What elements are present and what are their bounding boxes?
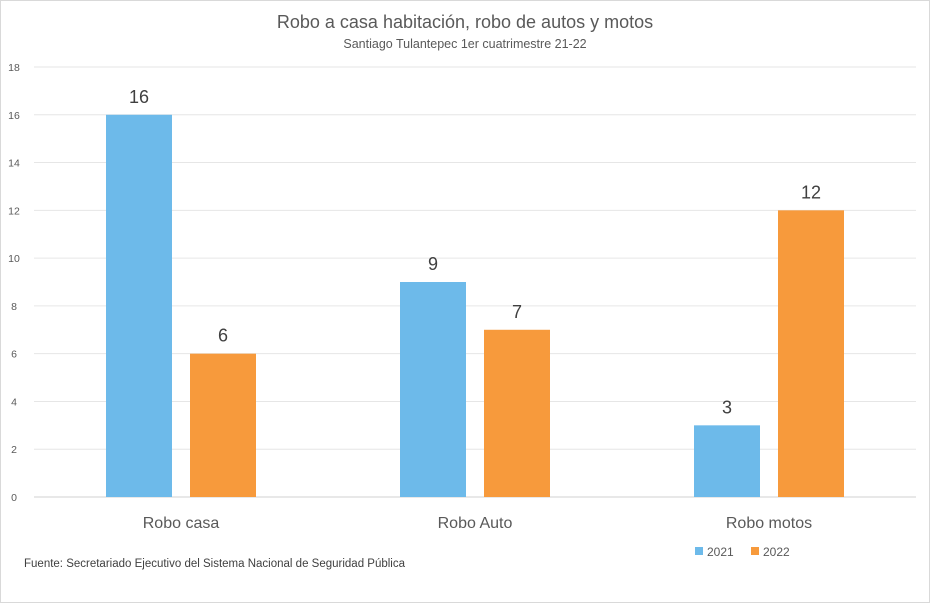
data-label: 12 bbox=[801, 182, 821, 202]
y-tick-label: 14 bbox=[8, 158, 20, 170]
bars bbox=[106, 114, 844, 498]
x-tick-label: Robo casa bbox=[143, 515, 220, 532]
bar-2022 bbox=[190, 353, 256, 497]
y-tick-label: 0 bbox=[11, 492, 17, 504]
bar-2022 bbox=[778, 210, 844, 498]
y-tick-label: 8 bbox=[11, 301, 17, 313]
y-axis-ticks: 0 2 4 6 8 10 12 14 16 18 bbox=[8, 62, 20, 504]
data-label: 3 bbox=[722, 397, 732, 417]
chart-subtitle: Santiago Tulantepec 1er cuatrimestre 21-… bbox=[343, 37, 586, 51]
y-tick-label: 16 bbox=[8, 110, 20, 122]
data-label: 16 bbox=[129, 87, 149, 107]
bar-2021 bbox=[694, 425, 760, 497]
y-tick-label: 10 bbox=[8, 253, 20, 265]
y-tick-label: 2 bbox=[11, 444, 17, 456]
x-tick-label: Robo Auto bbox=[438, 515, 513, 532]
data-label: 9 bbox=[428, 254, 438, 274]
legend-swatch-2022 bbox=[751, 547, 759, 555]
y-tick-label: 4 bbox=[11, 396, 17, 408]
bar-2022 bbox=[484, 329, 550, 497]
bar-2021 bbox=[400, 282, 466, 497]
y-tick-label: 6 bbox=[11, 349, 17, 361]
source-note: Fuente: Secretariado Ejecutivo del Siste… bbox=[24, 558, 406, 570]
legend-label: 2022 bbox=[763, 545, 790, 559]
data-label: 7 bbox=[512, 302, 522, 322]
data-label: 6 bbox=[218, 326, 228, 346]
chart-title: Robo a casa habitación, robo de autos y … bbox=[277, 12, 653, 32]
x-axis-ticks: Robo casa Robo Auto Robo motos bbox=[143, 515, 812, 532]
gridlines bbox=[34, 66, 916, 498]
y-tick-label: 18 bbox=[8, 62, 20, 74]
legend: 2021 2022 bbox=[695, 545, 790, 559]
legend-swatch-2021 bbox=[695, 547, 703, 555]
legend-label: 2021 bbox=[707, 545, 734, 559]
data-labels: 16 6 9 7 3 12 bbox=[129, 87, 821, 418]
x-tick-label: Robo motos bbox=[726, 515, 812, 532]
bar-2021 bbox=[106, 114, 172, 498]
y-tick-label: 12 bbox=[8, 205, 20, 217]
